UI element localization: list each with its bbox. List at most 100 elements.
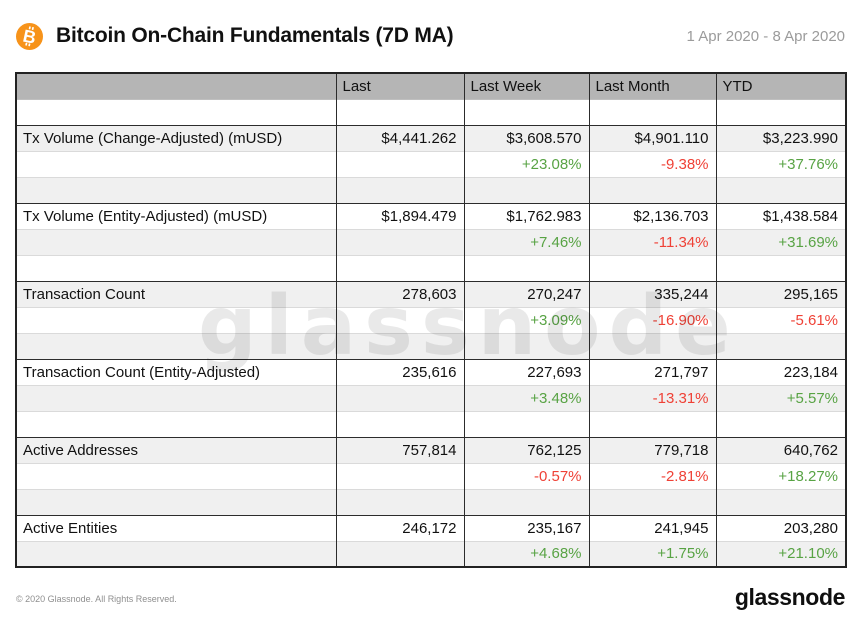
svg-text:B: B bbox=[21, 25, 38, 47]
value-cell: $3,223.990 bbox=[715, 124, 846, 151]
change-cell: +23.08% bbox=[463, 150, 589, 177]
value-cell: $4,901.110 bbox=[588, 124, 716, 151]
blank-cell bbox=[16, 540, 336, 567]
change-cell bbox=[335, 150, 464, 177]
change-row: -0.57% -2.81% +18.27% bbox=[16, 462, 846, 489]
value-cell: 335,244 bbox=[588, 280, 716, 307]
blank-cell bbox=[335, 98, 464, 125]
value-cell: $1,762.983 bbox=[463, 202, 589, 229]
blank-cell bbox=[715, 488, 846, 515]
value-cell: $4,441.262 bbox=[335, 124, 464, 151]
report-header: B Bitcoin On-Chain Fundamentals (7D MA) … bbox=[16, 21, 845, 51]
metric-row: Transaction Count 278,603 270,247 335,244 29… bbox=[16, 280, 846, 307]
change-cell bbox=[335, 462, 464, 489]
change-cell: +4.68% bbox=[463, 540, 589, 567]
change-cell: -13.31% bbox=[588, 384, 716, 411]
header-row: Last Last Week Last Month YTD bbox=[16, 73, 846, 99]
value-cell: 278,603 bbox=[335, 280, 464, 307]
change-row: +3.48% -13.31% +5.57% bbox=[16, 384, 846, 411]
fundamentals-table: Last Last Week Last Month YTD Tx Volume (Ch… bbox=[15, 72, 847, 568]
metric-row: Tx Volume (Change-Adjusted) (mUSD) $4,441… bbox=[16, 124, 846, 151]
value-cell: 270,247 bbox=[463, 280, 589, 307]
bitcoin-icon: B bbox=[16, 22, 43, 50]
blank-cell bbox=[715, 332, 846, 359]
value-cell: 271,797 bbox=[588, 358, 716, 385]
column-header-ytd: YTD bbox=[715, 73, 846, 99]
blank-cell bbox=[588, 410, 716, 437]
blank-cell bbox=[16, 384, 336, 411]
metric-row: Transaction Count (Entity-Adjusted) 235,6… bbox=[16, 358, 846, 385]
spacer-row bbox=[16, 488, 846, 515]
blank-cell bbox=[335, 488, 464, 515]
change-cell bbox=[335, 384, 464, 411]
column-header-last: Last bbox=[335, 73, 464, 99]
blank-cell bbox=[335, 332, 464, 359]
blank-cell bbox=[16, 462, 336, 489]
table-body: Tx Volume (Change-Adjusted) (mUSD) $4,441… bbox=[16, 98, 846, 567]
value-cell: 640,762 bbox=[715, 436, 846, 463]
date-range-label: 1 Apr 2020 - 8 Apr 2020 bbox=[686, 27, 845, 45]
blank-cell bbox=[588, 176, 716, 203]
blank-cell bbox=[463, 254, 589, 281]
value-cell: $2,136.703 bbox=[588, 202, 716, 229]
corner-header-cell bbox=[16, 73, 336, 99]
blank-cell bbox=[16, 176, 336, 203]
change-cell: +3.09% bbox=[463, 306, 589, 333]
value-cell: 223,184 bbox=[715, 358, 846, 385]
change-cell: -5.61% bbox=[715, 306, 846, 333]
spacer-row bbox=[16, 410, 846, 437]
metric-name-cell: Active Addresses bbox=[16, 436, 336, 463]
blank-cell bbox=[16, 150, 336, 177]
fundamentals-table-wrap: Last Last Week Last Month YTD Tx Volume (Ch… bbox=[15, 72, 847, 568]
value-cell: 241,945 bbox=[588, 514, 716, 541]
change-cell: +1.75% bbox=[588, 540, 716, 567]
blank-cell bbox=[463, 176, 589, 203]
change-cell: +21.10% bbox=[715, 540, 846, 567]
copyright-text: © 2020 Glassnode. All Rights Reserved. bbox=[16, 594, 177, 604]
value-cell: $1,438.584 bbox=[715, 202, 846, 229]
blank-cell bbox=[16, 228, 336, 255]
table-header: Last Last Week Last Month YTD bbox=[16, 73, 846, 99]
change-cell: -9.38% bbox=[588, 150, 716, 177]
metric-row: Active Entities 246,172 235,167 241,945 203,… bbox=[16, 514, 846, 541]
change-cell bbox=[335, 228, 464, 255]
change-cell: -0.57% bbox=[463, 462, 589, 489]
blank-cell bbox=[16, 488, 336, 515]
blank-cell bbox=[588, 332, 716, 359]
blank-cell bbox=[16, 306, 336, 333]
value-cell: 203,280 bbox=[715, 514, 846, 541]
blank-cell bbox=[715, 98, 846, 125]
blank-cell bbox=[16, 332, 336, 359]
blank-cell bbox=[588, 254, 716, 281]
metric-name-cell: Active Entities bbox=[16, 514, 336, 541]
column-header-last-month: Last Month bbox=[588, 73, 716, 99]
blank-cell bbox=[16, 410, 336, 437]
blank-cell bbox=[335, 410, 464, 437]
blank-cell bbox=[335, 176, 464, 203]
change-row: +4.68% +1.75% +21.10% bbox=[16, 540, 846, 567]
change-row: +3.09% -16.90% -5.61% bbox=[16, 306, 846, 333]
metric-name-cell: Transaction Count (Entity-Adjusted) bbox=[16, 358, 336, 385]
change-cell: +37.76% bbox=[715, 150, 846, 177]
change-cell: -16.90% bbox=[588, 306, 716, 333]
value-cell: 779,718 bbox=[588, 436, 716, 463]
value-cell: $3,608.570 bbox=[463, 124, 589, 151]
blank-cell bbox=[463, 332, 589, 359]
metric-row: Tx Volume (Entity-Adjusted) (mUSD) $1,894… bbox=[16, 202, 846, 229]
metric-name-cell: Tx Volume (Entity-Adjusted) (mUSD) bbox=[16, 202, 336, 229]
value-cell: 235,616 bbox=[335, 358, 464, 385]
value-cell: 295,165 bbox=[715, 280, 846, 307]
spacer-row bbox=[16, 254, 846, 281]
value-cell: 227,693 bbox=[463, 358, 589, 385]
change-row: +7.46% -11.34% +31.69% bbox=[16, 228, 846, 255]
metric-name-cell: Tx Volume (Change-Adjusted) (mUSD) bbox=[16, 124, 336, 151]
value-cell: 246,172 bbox=[335, 514, 464, 541]
value-cell: 235,167 bbox=[463, 514, 589, 541]
change-cell: +5.57% bbox=[715, 384, 846, 411]
change-row: +23.08% -9.38% +37.76% bbox=[16, 150, 846, 177]
column-header-last-week: Last Week bbox=[463, 73, 589, 99]
glassnode-logo: glassnode bbox=[734, 584, 846, 610]
blank-cell bbox=[715, 410, 846, 437]
change-cell: -11.34% bbox=[588, 228, 716, 255]
